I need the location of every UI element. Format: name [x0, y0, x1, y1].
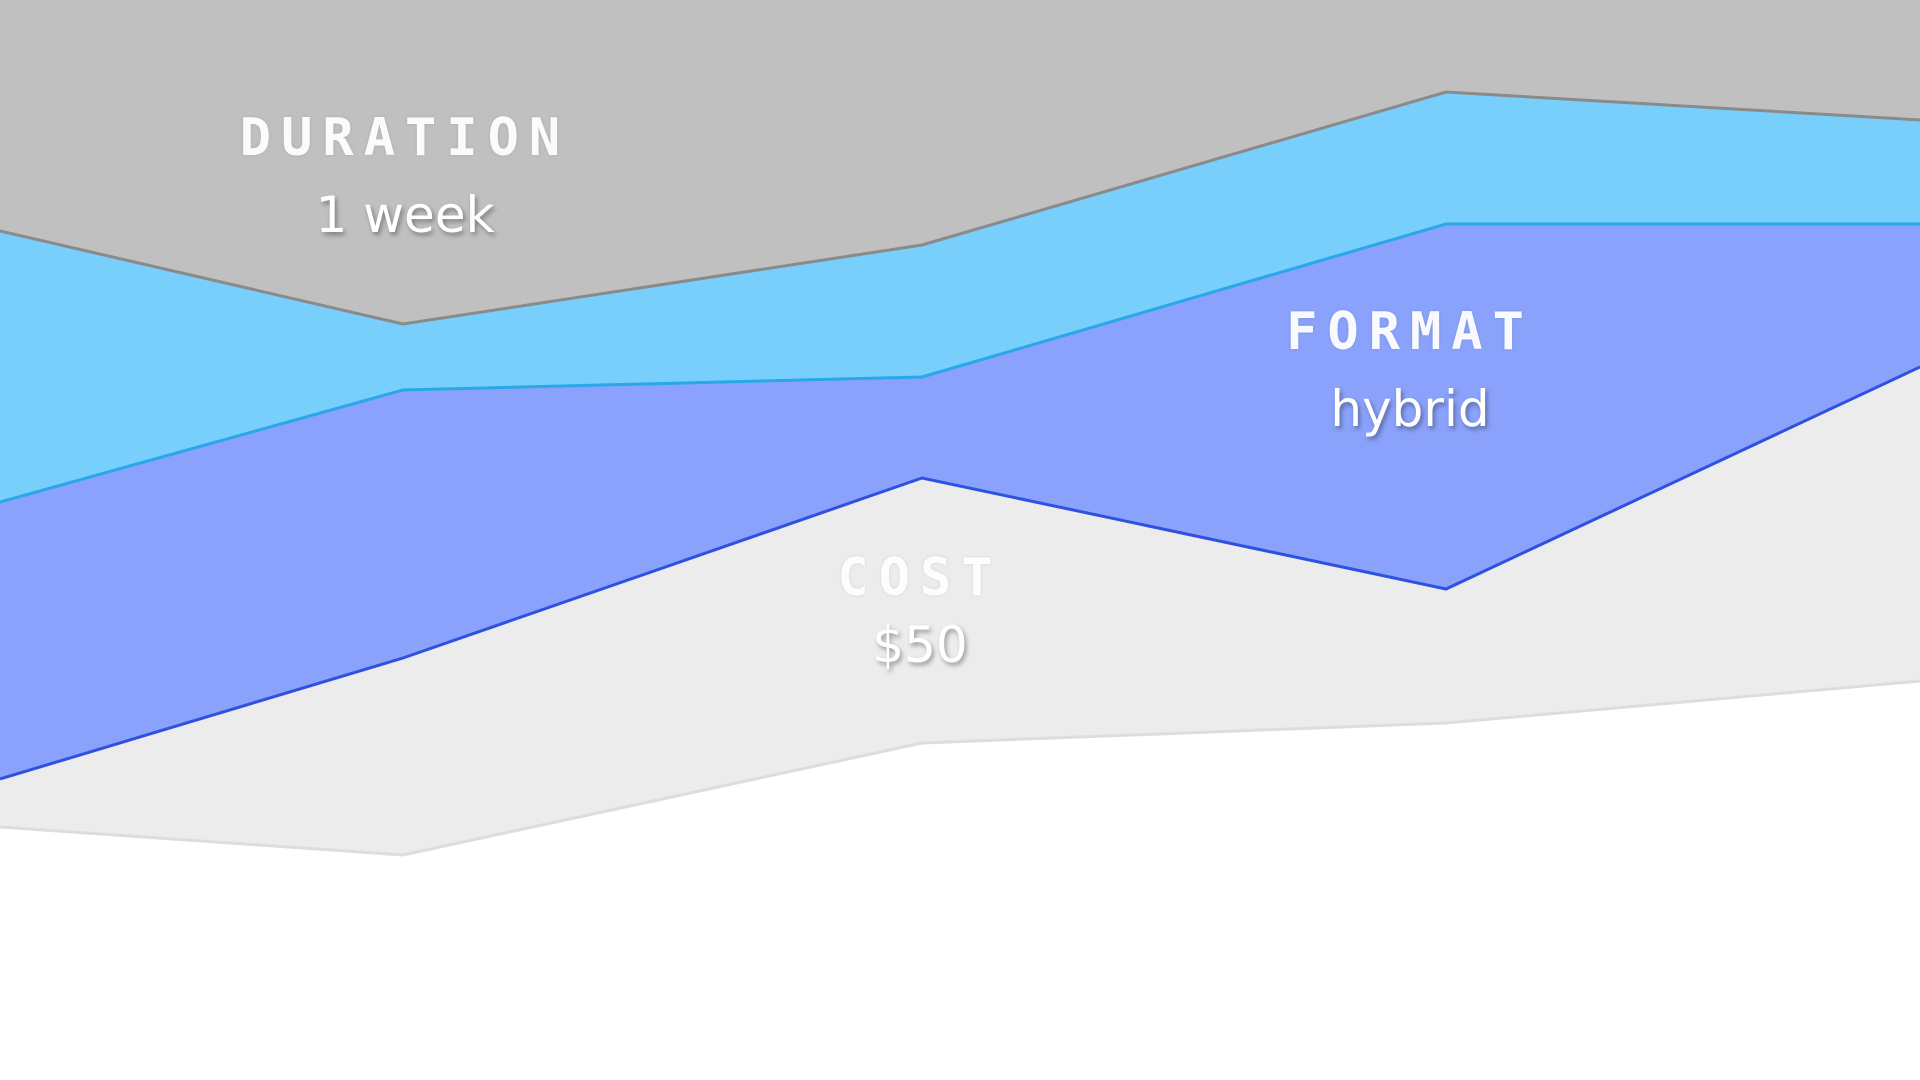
cost-heading: COST — [837, 548, 1003, 608]
cost-value: $50 — [872, 616, 968, 674]
band-duration — [0, 0, 1920, 324]
duration-value: 1 week — [315, 186, 495, 244]
band-format-bottom-edge — [0, 365, 1920, 781]
format-label: FORMAT hybrid — [1286, 302, 1534, 438]
format-heading: FORMAT — [1286, 302, 1534, 362]
band-cost — [0, 367, 1920, 855]
duration-heading: DURATION — [239, 108, 571, 168]
band-duration-bottom-edge — [0, 90, 1920, 326]
band-light-blue — [0, 92, 1920, 502]
band-light-blue-bottom-edge — [0, 222, 1920, 504]
cost-label: COST $50 — [837, 548, 1002, 674]
band-format — [0, 224, 1920, 779]
format-value: hybrid — [1330, 380, 1490, 438]
band-cost-bottom-edge — [0, 679, 1920, 857]
duration-label: DURATION 1 week — [240, 108, 570, 244]
